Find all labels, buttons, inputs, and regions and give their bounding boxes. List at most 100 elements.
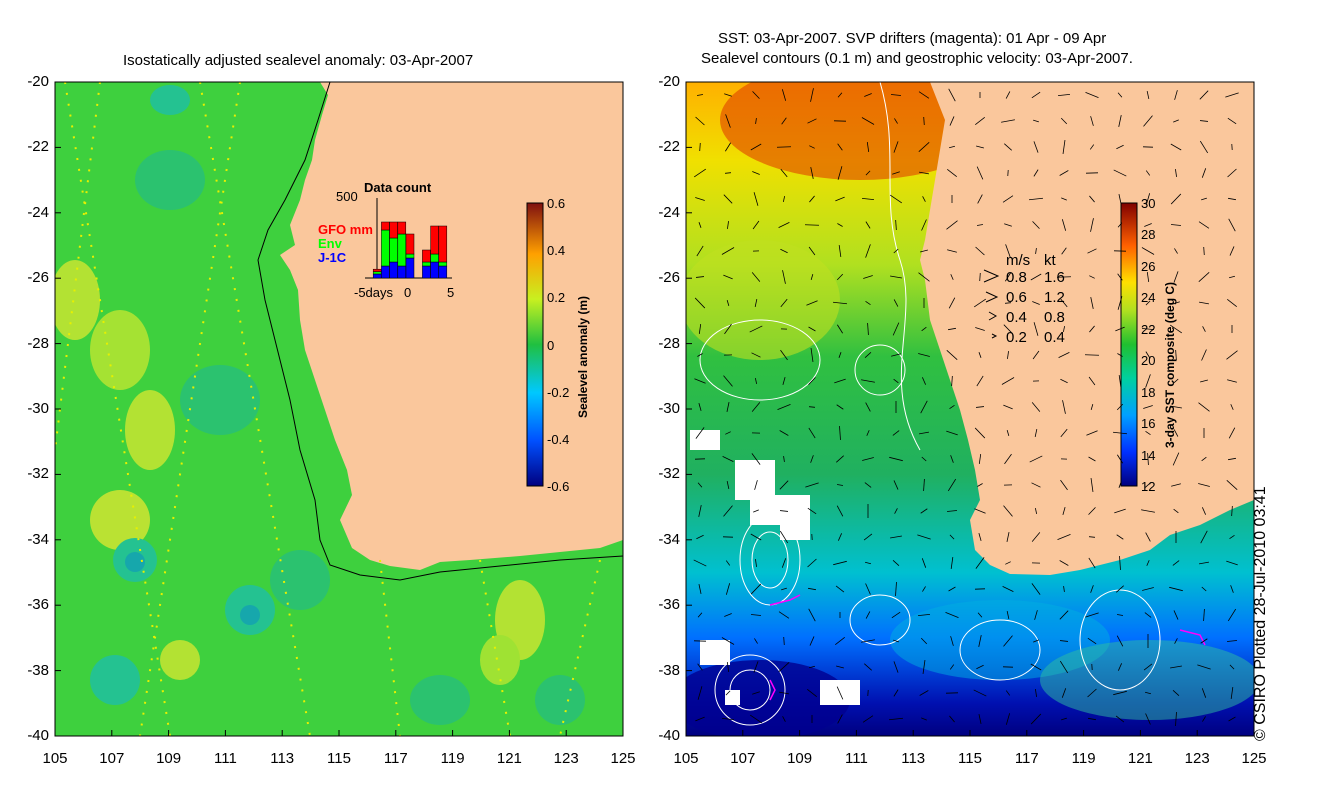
sst-colorbar xyxy=(1120,202,1138,487)
lat-tick-label: -36 xyxy=(658,596,680,614)
velocity-arrow xyxy=(1033,141,1039,153)
lat-tick-label: -34 xyxy=(27,530,49,548)
velocity-arrow xyxy=(837,143,843,151)
velocity-arrow xyxy=(805,482,819,488)
velocity-arrow xyxy=(781,558,787,568)
velocity-arrow xyxy=(946,430,958,436)
velocity-arrow xyxy=(891,611,901,619)
velocity-arrow xyxy=(727,220,729,230)
lon-tick-label: 109 xyxy=(156,750,182,767)
velocity-header-kt: kt xyxy=(1044,252,1056,269)
velocity-arrow xyxy=(697,686,703,700)
lat-tick-label: -22 xyxy=(658,138,680,156)
velocity-arrow xyxy=(779,510,789,512)
velocity-arrow xyxy=(1199,301,1209,305)
velocity-arrow xyxy=(750,583,762,595)
velocity-arrow xyxy=(950,557,954,569)
velocity-arrow xyxy=(751,272,761,282)
velocity-arrow xyxy=(752,691,760,695)
velocity-arrow xyxy=(977,483,983,487)
velocity-arrow xyxy=(1088,507,1096,515)
velocity-arrow xyxy=(810,167,814,179)
data-count-bar xyxy=(381,265,390,279)
velocity-arrow xyxy=(895,581,897,597)
lon-tick-label: 119 xyxy=(1071,750,1096,767)
velocity-arrow xyxy=(865,170,871,176)
colorbar-tick-label: 0 xyxy=(547,337,555,353)
velocity-arrow xyxy=(892,171,900,175)
velocity-arrow xyxy=(893,299,899,307)
velocity-arrow xyxy=(723,505,733,517)
velocity-arrow xyxy=(808,665,816,669)
velocity-arrow xyxy=(781,117,787,125)
lon-tick-label: 119 xyxy=(440,750,465,767)
velocity-arrow xyxy=(1031,532,1041,542)
velocity-arrow xyxy=(836,273,844,281)
velocity-arrow xyxy=(947,249,957,253)
velocity-arrow xyxy=(836,505,844,517)
cloud-mask xyxy=(690,430,860,705)
velocity-arrow xyxy=(832,301,848,305)
lat-tick-label: -32 xyxy=(658,465,680,483)
lon-tick-label: 125 xyxy=(610,750,636,767)
velocity-arrow xyxy=(810,88,814,102)
lat-tick-label: -30 xyxy=(658,400,680,417)
velocity-arrow xyxy=(1199,90,1209,100)
velocity-arrow xyxy=(1169,586,1183,592)
velocity-arrow xyxy=(1229,534,1235,540)
velocity-arrow xyxy=(777,404,791,410)
velocity-arrow xyxy=(1198,483,1210,487)
velocity-arrow xyxy=(838,245,842,257)
velocity-arrow xyxy=(974,508,986,514)
velocity-arrow xyxy=(835,636,845,646)
velocity-header-ms: m/s xyxy=(1006,252,1031,269)
colorbar-tick-label: -0.2 xyxy=(547,384,570,400)
velocity-arrow xyxy=(976,375,984,387)
velocity-arrow xyxy=(1197,664,1211,670)
velocity-arrow xyxy=(894,508,898,514)
velocity-arrow xyxy=(1035,247,1037,255)
velocity-arrow xyxy=(947,327,957,331)
data-count-bar xyxy=(397,233,407,267)
velocity-arrow xyxy=(976,145,984,149)
velocity-arrow xyxy=(697,482,703,488)
velocity-arrow xyxy=(724,172,732,174)
velocity-arrow xyxy=(1200,379,1208,383)
velocity-arrow xyxy=(1172,690,1180,696)
velocity-arrow xyxy=(861,117,875,125)
lon-tick-label: 123 xyxy=(553,750,579,767)
velocity-arrow xyxy=(1117,353,1123,357)
velocity-arrow xyxy=(1060,117,1068,125)
data-count-bar xyxy=(438,265,448,279)
velocity-arrow xyxy=(1175,711,1177,727)
velocity-arrow xyxy=(695,427,705,439)
velocity-arrow xyxy=(864,352,872,358)
velocity-arrow xyxy=(724,93,732,97)
velocity-arrow xyxy=(1057,93,1071,97)
velocity-arrow xyxy=(1229,246,1235,256)
velocity-arrow xyxy=(950,274,954,280)
velocity-arrow xyxy=(918,272,930,282)
data-count-bar xyxy=(372,268,382,272)
velocity-arrow xyxy=(946,220,958,230)
velocity-arrow xyxy=(1170,224,1182,226)
velocity-arrow xyxy=(807,118,817,124)
velocity-arrow xyxy=(1118,482,1122,488)
lon-tick-label: 117 xyxy=(1014,750,1039,767)
velocity-arrow xyxy=(1226,350,1238,360)
velocity-arrow xyxy=(950,455,954,463)
velocity-arrow xyxy=(1201,349,1207,361)
velocity-arrow xyxy=(1173,271,1179,283)
velocity-arrow xyxy=(1087,248,1097,254)
velocity-arrow xyxy=(1088,536,1096,538)
velocity-arrow xyxy=(1087,637,1097,645)
colorbar-tick-label: 22 xyxy=(1141,321,1156,337)
velocity-arrow xyxy=(1200,638,1208,644)
velocity-arrow xyxy=(917,534,931,540)
velocity-arrow xyxy=(693,168,707,178)
colorbar-tick-label: 28 xyxy=(1141,227,1156,243)
velocity-arrow xyxy=(1003,635,1013,647)
velocity-arrow xyxy=(753,509,759,513)
lat-tick-label: -34 xyxy=(658,530,680,548)
velocity-arrow xyxy=(1086,430,1098,436)
